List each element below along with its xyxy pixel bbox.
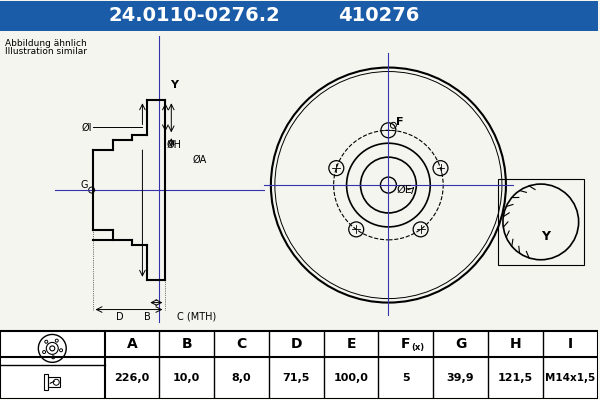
- Text: 121,5: 121,5: [498, 373, 533, 383]
- Bar: [0, 1, 598, 31]
- Text: 10,0: 10,0: [173, 373, 200, 383]
- Text: G: G: [455, 338, 466, 352]
- Text: ØH: ØH: [167, 140, 182, 150]
- Text: Y: Y: [541, 230, 550, 243]
- Text: (x): (x): [411, 343, 424, 352]
- Text: G: G: [80, 180, 88, 190]
- Text: I: I: [568, 338, 573, 352]
- Text: 24.0110-0276.2: 24.0110-0276.2: [109, 6, 280, 25]
- Text: Illustration similar: Illustration similar: [5, 47, 87, 56]
- Text: D: D: [290, 338, 302, 352]
- Text: F: F: [397, 117, 404, 127]
- Text: ØA: ØA: [192, 155, 206, 165]
- Text: A: A: [127, 338, 137, 352]
- Text: C: C: [236, 338, 247, 352]
- Text: 226,0: 226,0: [115, 373, 149, 383]
- Text: Abbildung ähnlich: Abbildung ähnlich: [5, 39, 87, 48]
- Text: 5: 5: [402, 373, 410, 383]
- Text: 100,0: 100,0: [334, 373, 368, 383]
- Text: 8,0: 8,0: [232, 373, 251, 383]
- Text: 410276: 410276: [338, 6, 419, 25]
- Bar: [49, 377, 60, 387]
- Bar: [0, 332, 598, 399]
- Text: 39,9: 39,9: [447, 373, 475, 383]
- Text: H: H: [509, 338, 521, 352]
- Text: E: E: [346, 338, 356, 352]
- Text: ØE: ØE: [397, 185, 412, 195]
- Bar: [44, 374, 49, 390]
- Text: ØI: ØI: [81, 122, 92, 132]
- Text: M14x1,5: M14x1,5: [545, 373, 595, 383]
- Text: F: F: [401, 338, 410, 352]
- Text: B: B: [144, 312, 151, 322]
- Text: B: B: [181, 338, 192, 352]
- Text: C (MTH): C (MTH): [177, 312, 217, 322]
- Text: 71,5: 71,5: [283, 373, 310, 383]
- Text: Y: Y: [170, 80, 178, 90]
- Text: D: D: [116, 312, 124, 322]
- Bar: [498, 179, 584, 265]
